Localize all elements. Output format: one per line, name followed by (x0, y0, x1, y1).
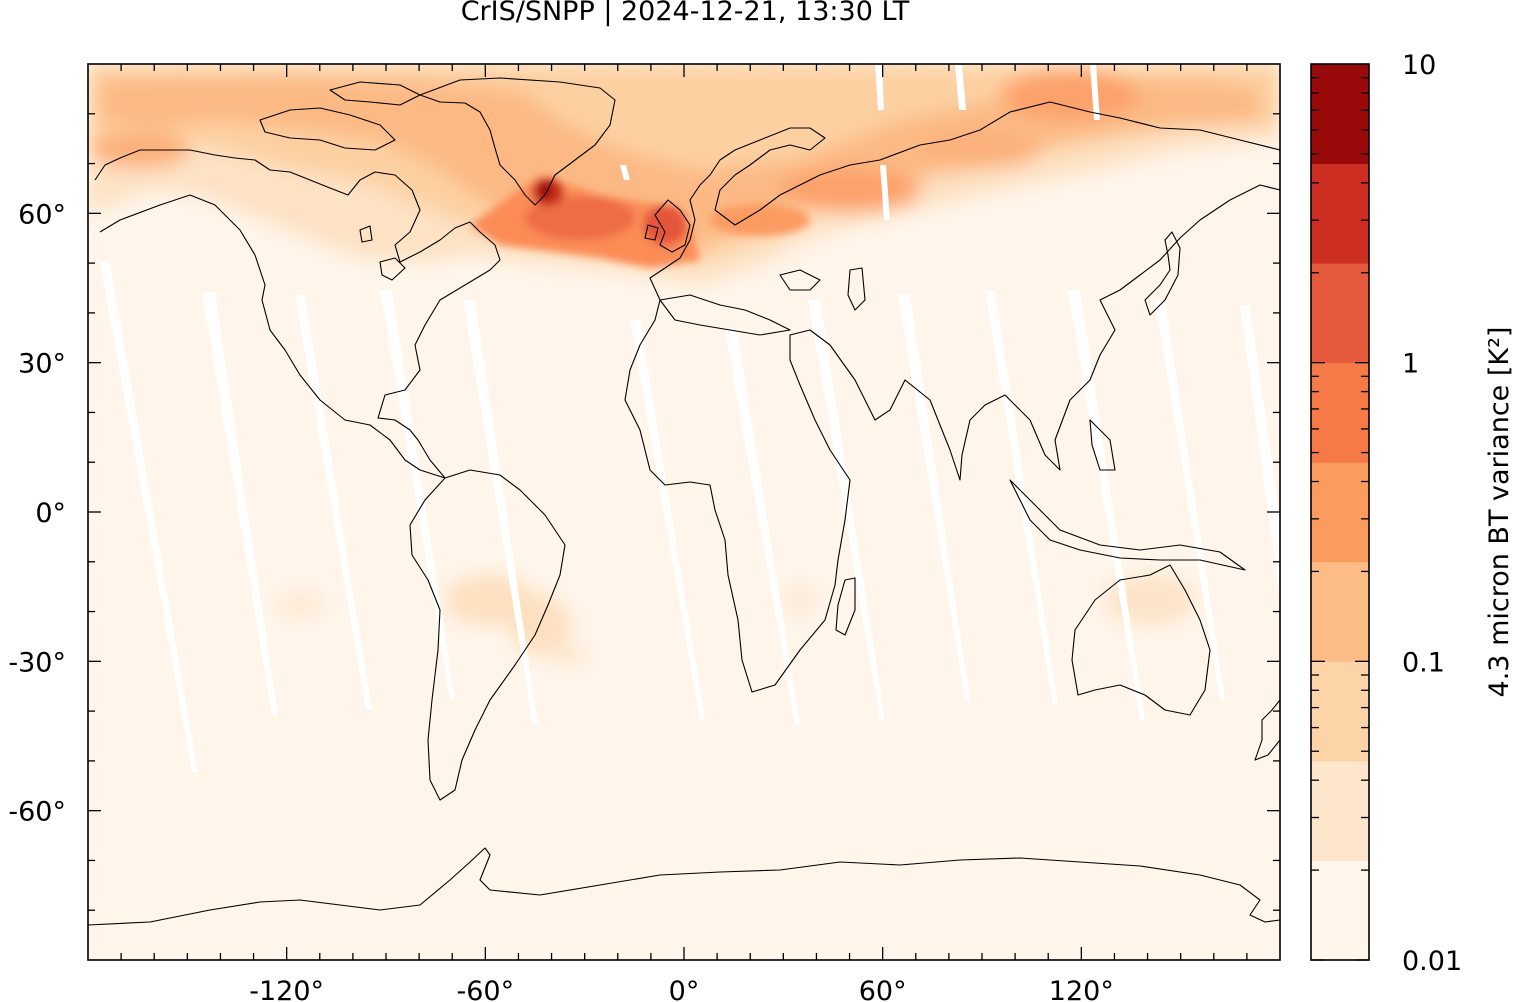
coastline-mediterranean (659, 294, 791, 336)
colorbar-level (1311, 760, 1369, 861)
map-tick-marks (88, 64, 1280, 960)
colorbar-level (1311, 561, 1369, 662)
coastline-madagascar (835, 577, 856, 636)
lat-tick-label: 30° (18, 349, 66, 380)
colorbar-tick-labels: 10 1 0.1 0.01 (1402, 50, 1462, 977)
lat-tick-label: 60° (18, 199, 66, 230)
colorbar-level (1311, 263, 1369, 364)
orbit-gaps (100, 64, 1280, 772)
figure-title: CrIS/SNPP | 2024-12-21, 13:30 LT (460, 0, 910, 27)
colorbar-tick-marks (1311, 77, 1369, 961)
coastlines (88, 77, 1280, 926)
colorbar: 10 1 0.1 0.01 4.3 micron BT variance [K²] (1310, 50, 1515, 977)
coastline-greenland (419, 77, 616, 206)
map-panel: -120° -60° 0° 60° 120° 60° 30° 0° -30° -60° (8, 63, 1281, 1002)
colorbar-level (1311, 362, 1369, 463)
lon-tick-label: 0° (669, 976, 700, 1002)
lon-tick-label: -60° (457, 976, 515, 1002)
coastline-eurasia-africa (624, 101, 1280, 693)
colorbar-level (1311, 462, 1369, 563)
coastline-australia (1071, 564, 1211, 716)
lat-tick-label: -30° (8, 647, 66, 678)
lon-tick-label: 60° (859, 976, 907, 1002)
lon-tick-label: -120° (249, 976, 324, 1002)
coastline-north-america (94, 149, 501, 479)
latitude-tick-labels: 60° 30° 0° -30° -60° (8, 199, 66, 827)
colorbar-tick-label: 1 (1402, 349, 1419, 380)
colorbar-frame (1310, 63, 1370, 961)
lon-tick-label: 120° (1049, 976, 1114, 1002)
lat-tick-label: 0° (35, 498, 66, 529)
lat-tick-label: -60° (8, 797, 66, 828)
longitude-tick-labels: -120° -60° 0° 60° 120° (249, 976, 1114, 1002)
colorbar-tick-label: 10 (1402, 50, 1436, 81)
coastline-south-america (409, 469, 566, 801)
coastline-british-isles (644, 199, 691, 253)
coastline-black-caspian (779, 267, 866, 311)
colorbar-level (1311, 64, 1369, 165)
colorbar-title: 4.3 micron BT variance [K²] (1484, 327, 1515, 698)
coastline-arctic-islands (259, 81, 421, 151)
colorbar-tick-label: 0.1 (1402, 647, 1445, 678)
coastline-new-zealand (1254, 699, 1280, 761)
colorbar-tick-label: 0.01 (1402, 946, 1462, 977)
coastline-lakes (359, 225, 406, 281)
northern-variance-band (88, 64, 1280, 285)
colorbar-level (1311, 860, 1369, 961)
colorbar-levels (1311, 64, 1369, 961)
coastline-southeast-asia (1009, 419, 1246, 571)
colorbar-level (1311, 661, 1369, 762)
coastline-japan (1144, 231, 1181, 316)
variance-field (88, 64, 1280, 926)
colorbar-level (1311, 163, 1369, 264)
coastline-antarctica (88, 847, 1280, 926)
